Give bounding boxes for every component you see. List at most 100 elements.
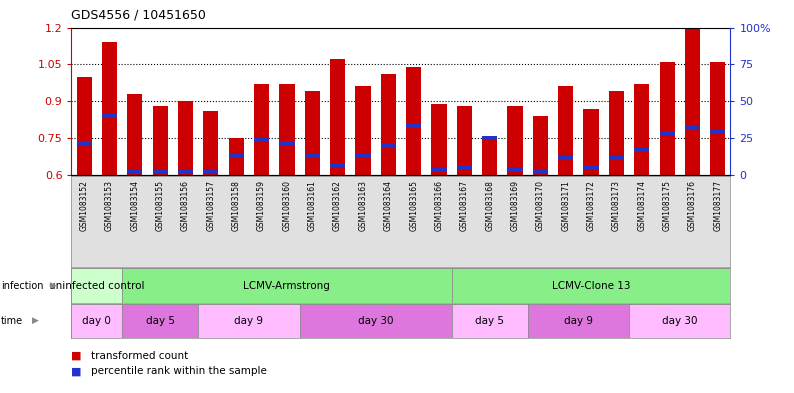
Bar [229, 138, 244, 175]
Text: GSM1083153: GSM1083153 [105, 180, 114, 231]
Bar [380, 143, 396, 147]
Bar [152, 171, 168, 174]
Text: day 9: day 9 [234, 316, 264, 326]
Bar [279, 141, 295, 145]
Bar [356, 153, 371, 157]
Text: day 30: day 30 [358, 316, 393, 326]
Bar [127, 94, 142, 175]
Bar [685, 28, 700, 175]
Bar [482, 136, 497, 140]
Bar [305, 153, 320, 157]
Text: GSM1083156: GSM1083156 [181, 180, 190, 231]
Text: time: time [1, 316, 23, 326]
Bar [127, 171, 142, 174]
Text: ■: ■ [71, 351, 82, 361]
Bar [254, 84, 269, 175]
Bar [330, 163, 345, 167]
Text: GSM1083168: GSM1083168 [485, 180, 494, 231]
Bar [609, 156, 624, 160]
Text: GSM1083157: GSM1083157 [206, 180, 215, 231]
Bar [406, 124, 422, 128]
Text: GSM1083171: GSM1083171 [561, 180, 570, 231]
Bar [533, 171, 548, 174]
Bar [102, 114, 117, 118]
Text: GSM1083164: GSM1083164 [384, 180, 393, 231]
Text: day 5: day 5 [145, 316, 175, 326]
Bar [634, 84, 649, 175]
Bar [482, 138, 497, 175]
Text: ■: ■ [71, 366, 82, 376]
Bar [584, 108, 599, 175]
Text: GSM1083159: GSM1083159 [257, 180, 266, 231]
Bar [71, 304, 122, 338]
Text: GSM1083158: GSM1083158 [232, 180, 241, 231]
Bar [198, 304, 299, 338]
Text: GSM1083163: GSM1083163 [358, 180, 368, 231]
Text: infection: infection [1, 281, 44, 290]
Bar [279, 84, 295, 175]
Bar [558, 156, 573, 160]
Text: day 30: day 30 [662, 316, 698, 326]
Text: LCMV-Armstrong: LCMV-Armstrong [244, 281, 330, 290]
Bar [457, 165, 472, 169]
Text: day 5: day 5 [475, 316, 504, 326]
Bar [229, 153, 244, 157]
Bar [609, 91, 624, 175]
Bar [629, 304, 730, 338]
Text: percentile rank within the sample: percentile rank within the sample [91, 366, 268, 376]
Bar [634, 148, 649, 152]
Bar [660, 131, 675, 135]
Text: ▶: ▶ [32, 316, 39, 325]
Text: GSM1083162: GSM1083162 [333, 180, 342, 231]
Text: GSM1083177: GSM1083177 [713, 180, 723, 231]
Bar [685, 126, 700, 130]
Text: GSM1083175: GSM1083175 [663, 180, 672, 231]
Text: GSM1083174: GSM1083174 [638, 180, 646, 231]
Bar [356, 86, 371, 175]
Text: GSM1083160: GSM1083160 [283, 180, 291, 231]
Bar [507, 168, 522, 172]
Text: GSM1083165: GSM1083165 [409, 180, 418, 231]
Bar [305, 91, 320, 175]
Text: transformed count: transformed count [91, 351, 188, 361]
Bar [122, 268, 452, 303]
Text: GSM1083166: GSM1083166 [434, 180, 444, 231]
Bar [203, 171, 218, 174]
Text: GSM1083152: GSM1083152 [79, 180, 89, 231]
Bar [507, 106, 522, 175]
Bar [452, 268, 730, 303]
Bar [431, 168, 446, 172]
Bar [457, 106, 472, 175]
Bar [299, 304, 452, 338]
Bar [584, 165, 599, 169]
Bar [122, 304, 198, 338]
Bar [76, 141, 92, 145]
Bar [452, 304, 528, 338]
Bar [178, 171, 193, 174]
Text: GSM1083172: GSM1083172 [587, 180, 596, 231]
Bar [533, 116, 548, 175]
Bar [330, 59, 345, 175]
Text: ▶: ▶ [50, 281, 57, 290]
Text: GSM1083161: GSM1083161 [308, 180, 317, 231]
Text: GDS4556 / 10451650: GDS4556 / 10451650 [71, 9, 206, 22]
Text: GSM1083169: GSM1083169 [511, 180, 519, 231]
Text: day 9: day 9 [564, 316, 593, 326]
Bar [254, 137, 269, 141]
Text: GSM1083176: GSM1083176 [688, 180, 697, 231]
Text: GSM1083170: GSM1083170 [536, 180, 545, 231]
Bar [528, 304, 629, 338]
Bar [406, 67, 422, 175]
Bar [71, 268, 122, 303]
Bar [660, 62, 675, 175]
Text: LCMV-Clone 13: LCMV-Clone 13 [552, 281, 630, 290]
Text: day 0: day 0 [83, 316, 111, 326]
Bar [203, 111, 218, 175]
Text: GSM1083154: GSM1083154 [130, 180, 139, 231]
Bar [431, 104, 446, 175]
Bar [178, 101, 193, 175]
Bar [710, 62, 726, 175]
Bar [152, 106, 168, 175]
Bar [102, 42, 117, 175]
Text: GSM1083167: GSM1083167 [460, 180, 468, 231]
